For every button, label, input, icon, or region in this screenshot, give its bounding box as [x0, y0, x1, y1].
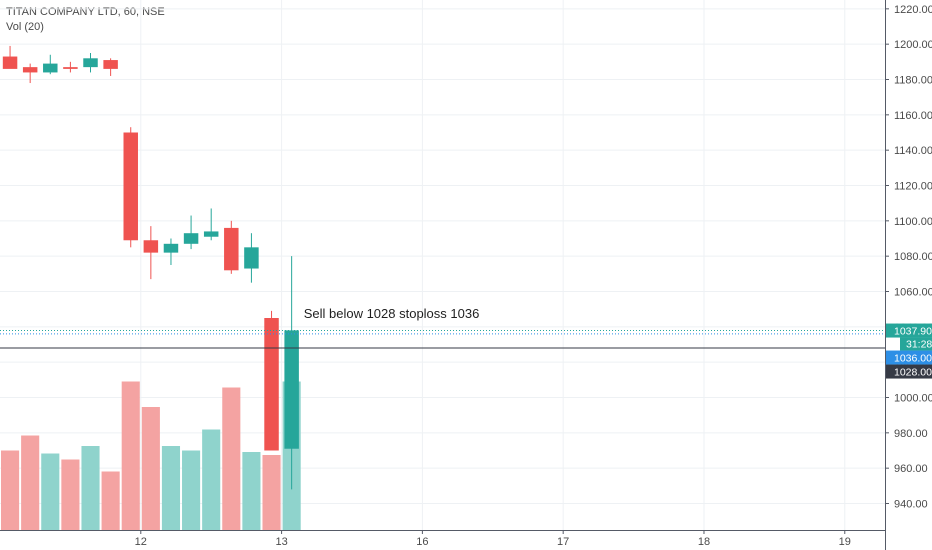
x-tick-label: 19	[839, 536, 851, 548]
volume-bar	[202, 429, 221, 530]
volume-bar	[1, 450, 20, 530]
current-price-label: 1037.90	[894, 326, 932, 338]
chart-annotations: Sell below 1028 stoploss 1036	[304, 306, 480, 321]
candle-body	[43, 63, 58, 73]
candle-body	[103, 60, 118, 69]
volume-bars	[1, 381, 301, 530]
chart-grid	[0, 0, 885, 530]
volume-indicator-label: Vol (20)	[6, 21, 44, 33]
y-tick-label: 1000.00	[894, 393, 932, 405]
current-price-badge	[886, 323, 932, 338]
y-tick-label: 1060.00	[894, 287, 932, 299]
y-tick-label: 1200.00	[894, 39, 932, 51]
countdown-label: 31:28	[906, 339, 932, 351]
trade-note: Sell below 1028 stoploss 1036	[304, 306, 480, 321]
x-tick-label: 12	[135, 536, 147, 548]
volume-bar	[262, 455, 281, 530]
y-tick-label: 1100.00	[894, 216, 932, 228]
volume-bar	[81, 446, 100, 530]
x-tick-label: 13	[275, 536, 287, 548]
y-tick-label: 980.00	[894, 428, 928, 440]
candle-body	[183, 233, 199, 244]
volume-bar	[121, 381, 140, 530]
candle-body	[123, 132, 138, 241]
candle-body	[22, 67, 38, 73]
countdown-badge	[900, 337, 932, 351]
x-tick-label: 18	[698, 536, 710, 548]
entry-label: 1028.00	[894, 367, 932, 379]
y-tick-label: 960.00	[894, 463, 928, 475]
y-tick-label: 1080.00	[894, 251, 932, 263]
y-tick-label: 1160.00	[894, 110, 932, 122]
volume-bar	[141, 407, 160, 530]
y-tick-label: 1120.00	[894, 181, 932, 193]
y-tick-label: 940.00	[894, 499, 928, 511]
y-tick-label: 1140.00	[894, 145, 932, 157]
volume-bar	[21, 435, 40, 530]
candle-body	[244, 247, 259, 269]
x-tick-label: 16	[416, 536, 428, 548]
candle-body	[163, 243, 179, 253]
candle-body	[83, 58, 98, 68]
candle-body	[2, 56, 18, 69]
y-tick-label: 1220.00	[894, 4, 932, 16]
volume-bar	[41, 453, 60, 530]
stoploss-label: 1036.00	[894, 353, 932, 365]
entry-badge	[886, 364, 932, 379]
volume-bar	[161, 446, 181, 530]
price-lines	[0, 330, 885, 349]
volume-bar	[242, 452, 261, 530]
candle-body	[203, 231, 219, 237]
candle-body	[63, 67, 78, 69]
volume-bar	[101, 471, 120, 530]
candle-body	[224, 227, 239, 271]
x-tick-label: 17	[557, 536, 569, 548]
stoploss-badge	[886, 350, 932, 365]
candlesticks	[2, 45, 299, 490]
candle-body	[143, 240, 159, 253]
volume-bar	[61, 459, 80, 530]
volume-bar	[182, 450, 201, 530]
candle-body	[284, 330, 299, 449]
candle-body	[264, 318, 279, 451]
volume-bar	[222, 387, 241, 530]
y-tick-label: 1180.00	[894, 75, 932, 87]
